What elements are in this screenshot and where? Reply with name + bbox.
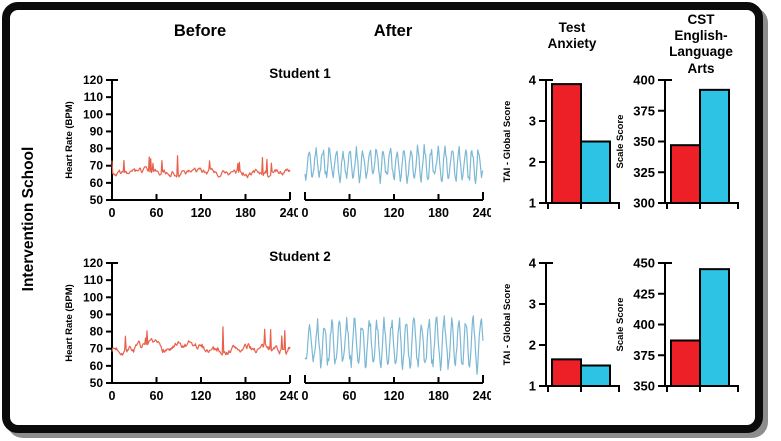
svg-text:Heart Rate (BPM): Heart Rate (BPM) xyxy=(64,284,75,362)
svg-text:300: 300 xyxy=(633,196,655,211)
svg-text:375: 375 xyxy=(633,103,655,118)
svg-text:50: 50 xyxy=(90,193,104,207)
svg-text:3: 3 xyxy=(529,114,536,129)
svg-text:120: 120 xyxy=(384,206,405,220)
cst-header-line1: CST xyxy=(687,12,715,27)
svg-text:TAI - Global Score: TAI - Global Score xyxy=(502,284,513,366)
svg-text:180: 180 xyxy=(235,389,256,403)
svg-text:2: 2 xyxy=(529,155,536,170)
column-header-after: After xyxy=(373,22,413,40)
svg-text:Scale Score: Scale Score xyxy=(615,298,626,352)
svg-text:1: 1 xyxy=(529,196,536,211)
svg-text:4: 4 xyxy=(529,73,537,88)
cst-header-line3: Language xyxy=(669,44,733,60)
svg-text:0: 0 xyxy=(302,389,309,403)
svg-text:90: 90 xyxy=(90,124,104,138)
svg-text:350: 350 xyxy=(633,379,655,394)
svg-text:0: 0 xyxy=(109,206,116,220)
svg-text:120: 120 xyxy=(191,389,212,403)
svg-text:1: 1 xyxy=(529,379,536,394)
student2-before-heart-rate-chart: 50 60 70 80 90 100 110 120 Heart Rate (BPM) 0 60 12… xyxy=(64,256,298,403)
svg-text:240: 240 xyxy=(473,206,491,220)
svg-text:400: 400 xyxy=(633,73,655,88)
svg-text:70: 70 xyxy=(90,342,104,356)
svg-text:TAI - Global Score: TAI - Global Score xyxy=(502,101,513,183)
svg-text:450: 450 xyxy=(633,256,655,271)
test-anxiety-header: Test Anxiety xyxy=(512,20,632,52)
svg-text:120: 120 xyxy=(191,206,212,220)
test-anxiety-header-line1: Test xyxy=(558,20,586,35)
svg-text:60: 60 xyxy=(343,389,357,403)
svg-text:120: 120 xyxy=(384,389,405,403)
svg-text:80: 80 xyxy=(90,325,104,339)
column-header-before: Before xyxy=(173,22,227,40)
svg-text:80: 80 xyxy=(90,142,104,156)
svg-text:60: 60 xyxy=(90,176,104,190)
svg-text:0: 0 xyxy=(302,206,309,220)
svg-text:70: 70 xyxy=(90,159,104,173)
student2-cst-bar-chart: 350 375 400 425 450 Scale Score xyxy=(615,256,739,394)
svg-text:60: 60 xyxy=(150,389,164,403)
svg-text:180: 180 xyxy=(235,206,256,220)
svg-text:120: 120 xyxy=(83,73,103,87)
svg-text:240: 240 xyxy=(280,389,298,403)
svg-text:240: 240 xyxy=(473,389,491,403)
svg-text:180: 180 xyxy=(428,206,449,220)
svg-text:110: 110 xyxy=(84,90,104,104)
test-anxiety-header-line2: Anxiety xyxy=(547,36,597,52)
svg-text:100: 100 xyxy=(83,107,103,121)
svg-text:350: 350 xyxy=(633,134,655,149)
svg-text:100: 100 xyxy=(83,290,103,304)
student1-before-heart-rate-chart: 50 60 70 80 90 100 110 120 Heart Rate (BPM) 0 60 12… xyxy=(64,73,298,220)
svg-text:4: 4 xyxy=(529,256,537,271)
student2-after-heart-rate-chart: 0 60 120 180 240 xyxy=(302,315,491,403)
cst-header-line2: English- xyxy=(674,28,728,44)
svg-text:240: 240 xyxy=(280,206,298,220)
figure-canvas: Intervention School Before After Test An… xyxy=(10,10,755,425)
student1-after-heart-rate-chart: 0 60 120 180 240 xyxy=(302,143,491,220)
svg-text:3: 3 xyxy=(529,297,536,312)
cst-header-line4: Arts xyxy=(687,60,715,76)
svg-text:0: 0 xyxy=(109,389,116,403)
svg-text:375: 375 xyxy=(633,348,655,363)
svg-text:Heart Rate (BPM): Heart Rate (BPM) xyxy=(64,101,75,179)
student1-cst-bar-chart: 300 325 350 375 400 Scale Score xyxy=(615,73,739,211)
svg-text:400: 400 xyxy=(633,317,655,332)
student2-test-anxiety-bar-chart: 1 2 3 4 TAI - Global Score xyxy=(502,256,620,394)
svg-text:2: 2 xyxy=(529,338,536,353)
cst-header: CST English- Language Arts xyxy=(641,12,761,77)
svg-text:60: 60 xyxy=(150,206,164,220)
svg-text:90: 90 xyxy=(90,307,104,321)
svg-text:120: 120 xyxy=(83,256,103,270)
svg-text:325: 325 xyxy=(633,165,655,180)
svg-text:50: 50 xyxy=(90,376,104,390)
student2-title: Student 2 xyxy=(269,249,331,264)
svg-text:180: 180 xyxy=(428,389,449,403)
svg-text:60: 60 xyxy=(90,359,104,373)
svg-text:425: 425 xyxy=(633,286,655,301)
svg-text:110: 110 xyxy=(84,273,104,287)
figure-frame: Intervention School Before After Test An… xyxy=(2,2,763,433)
svg-text:Scale Score: Scale Score xyxy=(615,115,626,169)
student1-title: Student 1 xyxy=(269,66,331,81)
intervention-school-label: Intervention School xyxy=(20,146,37,292)
student1-test-anxiety-bar-chart: 1 2 3 4 TAI - Global Score xyxy=(502,73,620,211)
svg-text:60: 60 xyxy=(343,206,357,220)
